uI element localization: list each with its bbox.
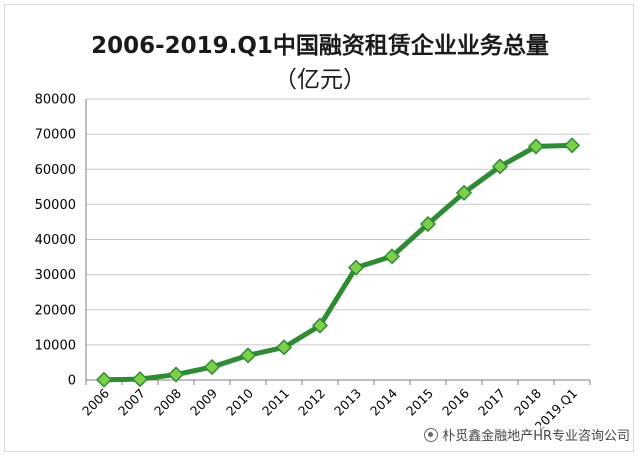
data-point	[527, 138, 545, 155]
y-tick-label: 20000	[35, 303, 76, 318]
x-tick-label: 2012	[295, 386, 328, 419]
watermark: 朴觅鑫金融地产HR专业咨询公司	[424, 425, 630, 444]
y-tick-label: 70000	[35, 128, 76, 143]
data-point	[455, 184, 473, 201]
data-point	[419, 215, 437, 233]
y-tick-label: 40000	[35, 233, 76, 248]
y-tick-label: 50000	[35, 198, 76, 213]
x-tick-label: 2010	[223, 385, 256, 418]
x-tick-label: 2016	[439, 385, 472, 418]
chart-title: 2006-2019.Q1中国融资租赁企业业务总量	[91, 33, 549, 59]
y-tick-label: 0	[68, 374, 76, 389]
data-point	[275, 339, 293, 356]
x-tick-label: 2006	[79, 385, 112, 418]
x-tick-label: 2018	[511, 385, 544, 418]
y-tick-label: 10000	[35, 338, 76, 353]
data-point	[131, 371, 149, 388]
data-point	[563, 137, 581, 154]
data-point	[95, 371, 113, 388]
x-tick-label: 2013	[331, 386, 364, 419]
watermark-text: 朴觅鑫金融地产HR专业咨询公司	[442, 429, 630, 444]
data-point	[491, 158, 509, 175]
data-point	[203, 358, 221, 376]
chart-subtitle: （亿元）	[274, 67, 366, 93]
x-tick-label: 2017	[475, 386, 508, 419]
y-tick-label: 30000	[35, 268, 76, 283]
x-tick-label: 2015	[403, 386, 436, 419]
x-tick-label: 2008	[151, 385, 184, 418]
x-tick-label: 2007	[115, 386, 148, 419]
x-tick-label: 2011	[259, 386, 292, 419]
data-point	[311, 317, 329, 334]
x-tick-label: 2014	[367, 385, 400, 418]
y-tick-label: 60000	[35, 163, 76, 178]
x-tick-label: 2009	[187, 385, 220, 418]
data-point	[347, 259, 365, 276]
data-point	[167, 366, 185, 383]
wechat-icon	[424, 427, 439, 442]
y-tick-label: 80000	[35, 93, 76, 108]
data-point	[383, 248, 401, 265]
data-point	[239, 347, 257, 364]
